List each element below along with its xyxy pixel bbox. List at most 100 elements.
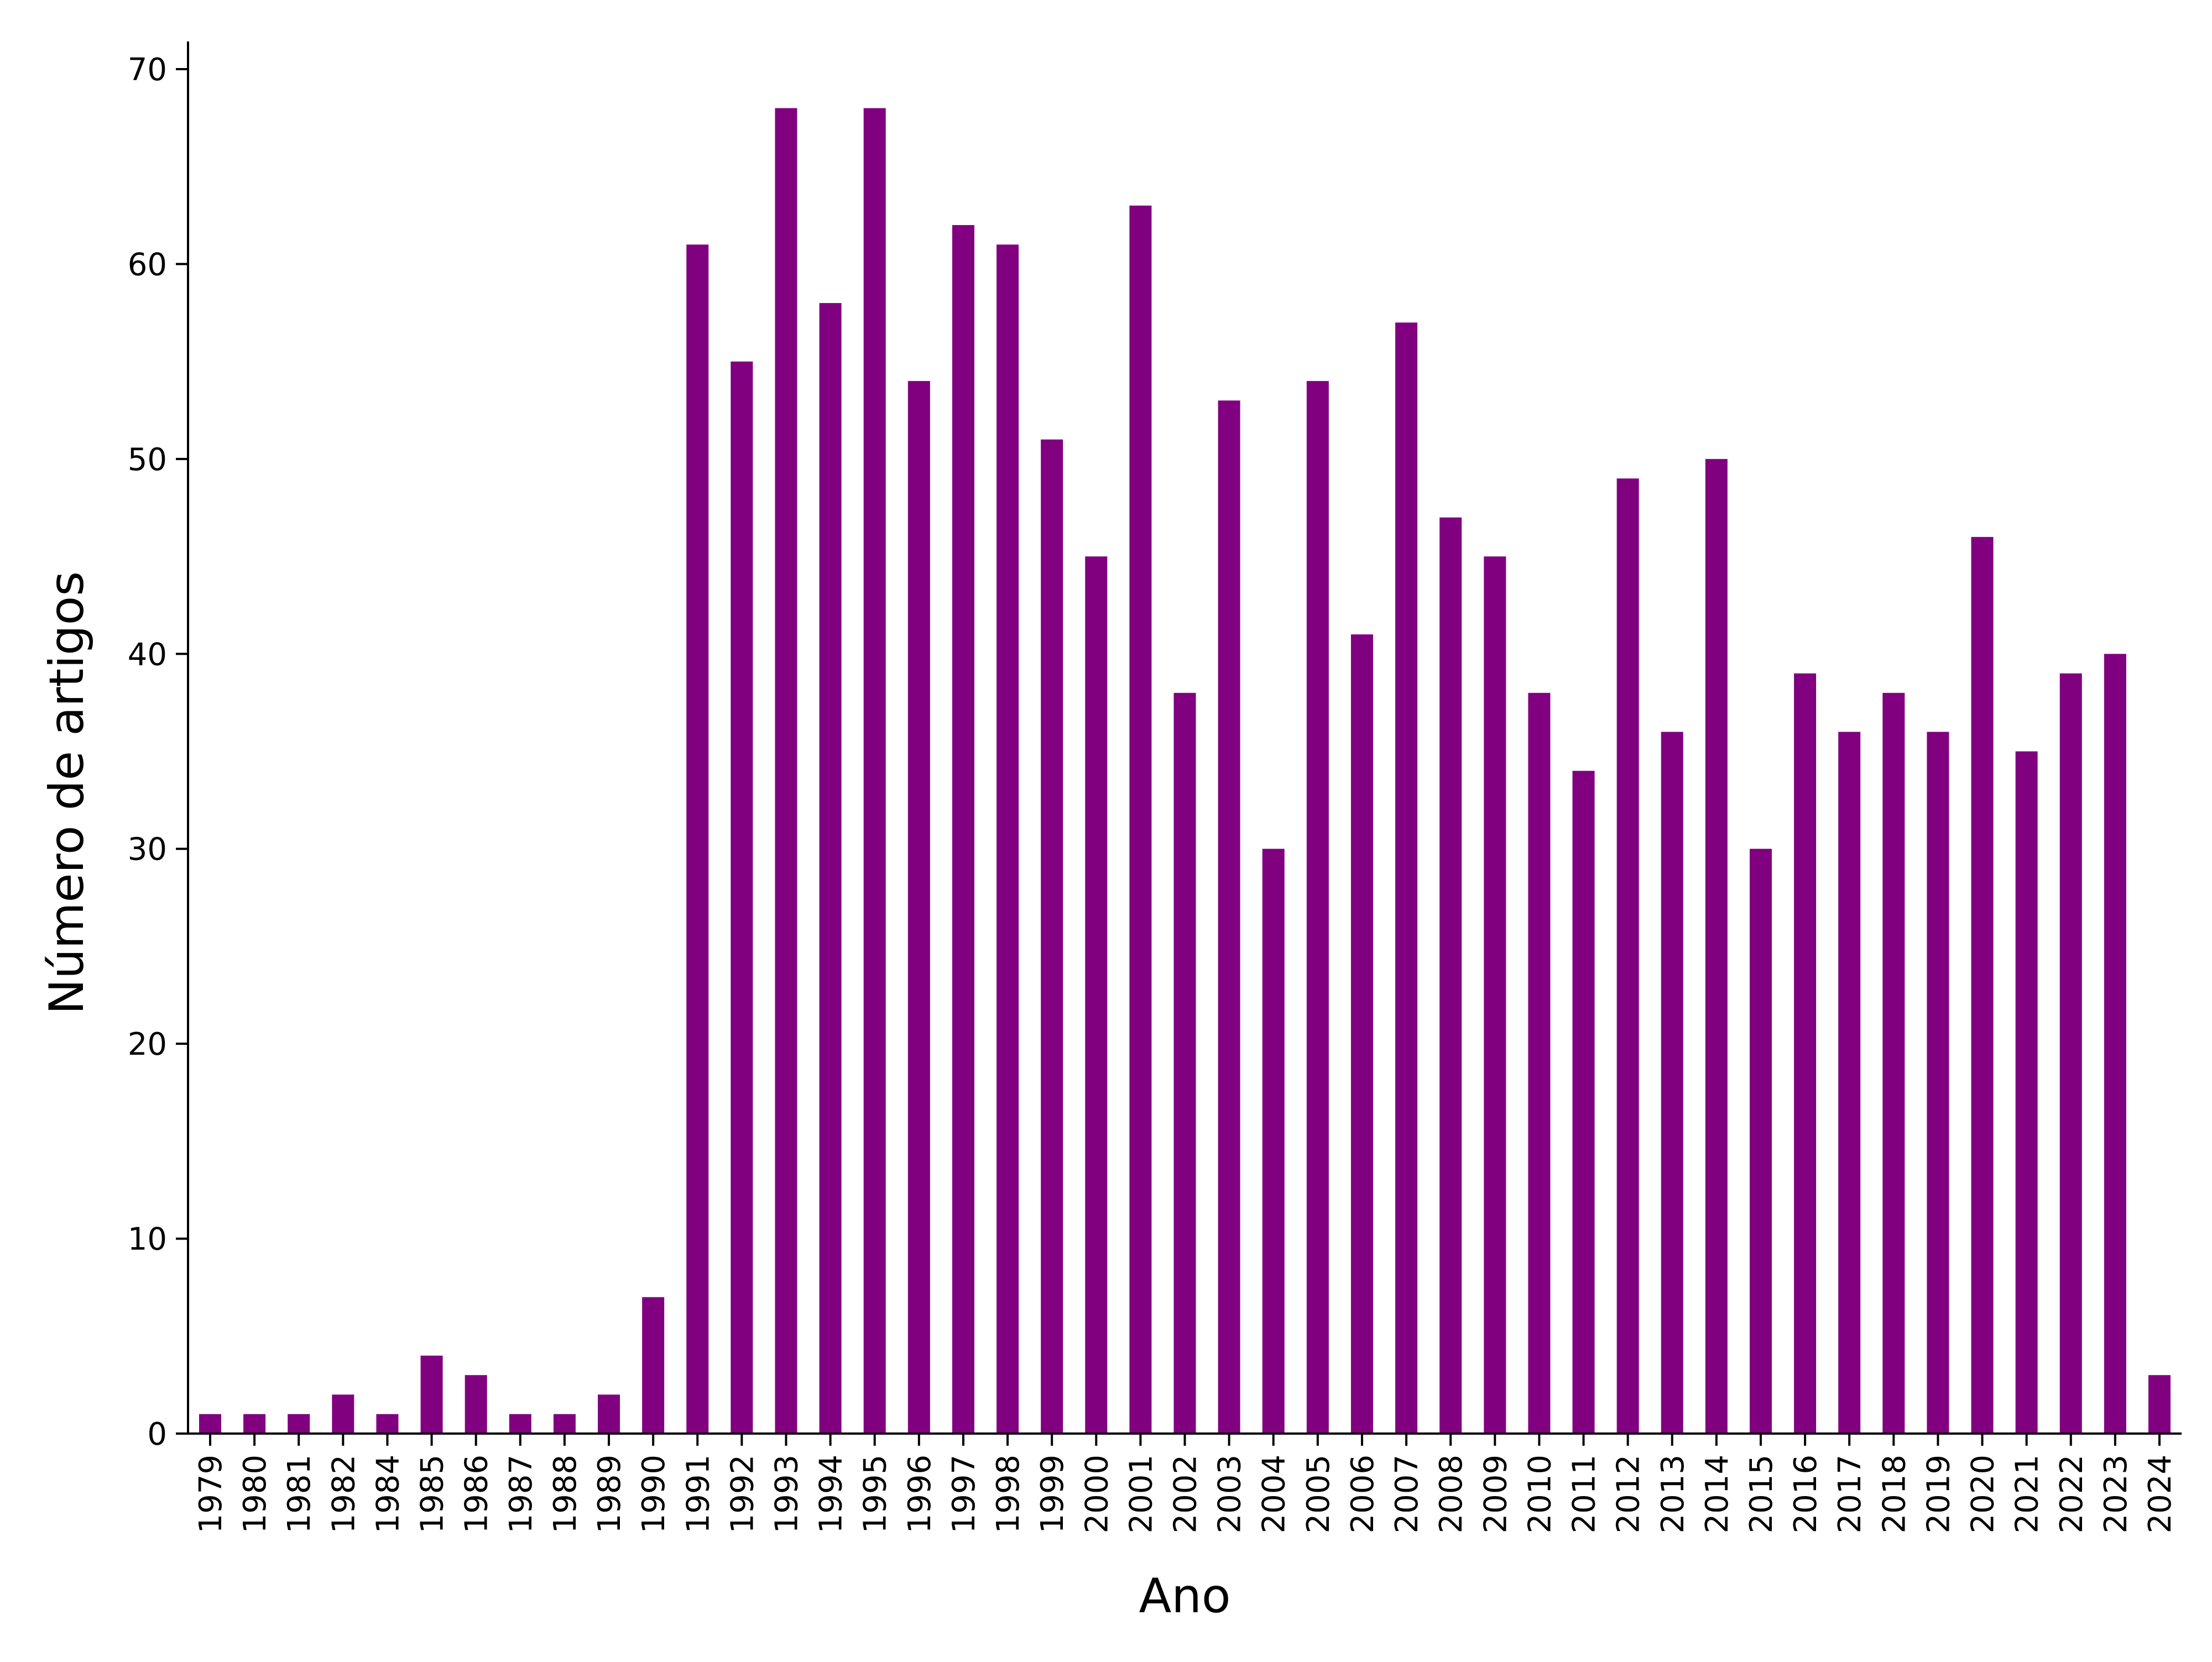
x-tick-label: 2014	[1699, 1455, 1735, 1534]
bar-2018	[1882, 692, 1905, 1434]
bar-1989	[598, 1394, 620, 1434]
x-tick-label: 2009	[1478, 1455, 1514, 1534]
bar-1996	[907, 381, 930, 1434]
bar-1994	[819, 303, 842, 1434]
x-tick-label: 1984	[370, 1455, 406, 1534]
bar-1980	[243, 1414, 266, 1434]
x-tick-label: 1979	[193, 1455, 229, 1534]
x-tick-label: 1981	[281, 1455, 317, 1534]
x-tick-label: 2015	[1744, 1455, 1780, 1534]
x-tick-label: 1980	[237, 1455, 273, 1534]
x-tick-label: 2023	[2098, 1455, 2134, 1534]
bar-2005	[1306, 381, 1329, 1434]
bar-2016	[1794, 673, 1817, 1434]
x-tick-label: 2011	[1567, 1455, 1603, 1534]
bar-1997	[952, 225, 974, 1434]
y-ticks: 0 10 20 30 40 50 60 70	[128, 52, 188, 1452]
bar-2002	[1173, 692, 1196, 1434]
bar-1993	[775, 108, 797, 1434]
y-tick-label: 10	[128, 1222, 167, 1258]
x-ticks: 1979 1980 1981 1982 1984 1985 1986 1987 1988 1989…	[193, 1434, 2178, 1534]
x-tick-label: 2007	[1389, 1455, 1425, 1534]
x-tick-label: 2024	[2142, 1455, 2178, 1534]
x-tick-label: 2017	[1832, 1455, 1868, 1534]
bar-2003	[1218, 400, 1240, 1434]
x-tick-label: 1987	[503, 1455, 539, 1534]
x-tick-label: 1996	[902, 1455, 938, 1534]
bar-2023	[2104, 654, 2126, 1434]
bar-2001	[1129, 205, 1152, 1434]
bar-1982	[332, 1394, 354, 1434]
x-tick-label: 1995	[858, 1455, 894, 1534]
bar-2020	[1971, 536, 1994, 1434]
bar-2014	[1705, 459, 1728, 1434]
x-axis-label: Ano	[1139, 1569, 1231, 1624]
bar-2009	[1484, 556, 1506, 1434]
x-tick-label: 2005	[1301, 1455, 1337, 1534]
x-tick-label: 1989	[592, 1455, 628, 1534]
bars-layer	[199, 108, 2171, 1434]
x-tick-label: 2021	[2010, 1455, 2046, 1534]
bar-1998	[997, 244, 1019, 1434]
bar-1979	[199, 1414, 221, 1434]
bar-2000	[1085, 556, 1108, 1434]
y-tick-label: 50	[128, 442, 167, 478]
bar-2010	[1528, 692, 1551, 1434]
x-tick-label: 2019	[1921, 1455, 1957, 1534]
x-tick-label: 2003	[1212, 1455, 1248, 1534]
bar-2017	[1838, 732, 1861, 1434]
y-tick-label: 30	[128, 832, 167, 868]
bar-1981	[288, 1414, 310, 1434]
x-tick-label: 2006	[1345, 1455, 1381, 1534]
bar-1995	[863, 108, 886, 1434]
bar-2015	[1749, 848, 1772, 1434]
bar-2019	[1927, 732, 1949, 1434]
x-tick-label: 1986	[459, 1455, 495, 1534]
x-tick-label: 2022	[2054, 1455, 2090, 1534]
bar-2021	[2015, 751, 2038, 1434]
bar-1984	[376, 1414, 399, 1434]
bar-2022	[2059, 673, 2082, 1434]
bar-1999	[1041, 439, 1063, 1434]
y-tick-label: 20	[128, 1027, 167, 1062]
x-tick-label: 2008	[1433, 1455, 1469, 1534]
x-tick-label: 2000	[1079, 1455, 1115, 1534]
bar-1992	[731, 361, 753, 1434]
bar-1986	[465, 1375, 487, 1434]
x-tick-label: 1993	[769, 1455, 805, 1534]
bar-1987	[509, 1414, 531, 1434]
bar-1990	[642, 1297, 665, 1434]
bar-2012	[1616, 478, 1639, 1434]
bar-2006	[1350, 634, 1373, 1434]
bar-1985	[420, 1356, 443, 1434]
bar-2011	[1572, 770, 1595, 1434]
y-axis-label: Número de artigos	[39, 571, 95, 1014]
x-tick-label: 1998	[990, 1455, 1026, 1534]
bar-2008	[1439, 517, 1462, 1434]
x-tick-label: 2012	[1611, 1455, 1647, 1534]
x-tick-label: 1999	[1035, 1455, 1071, 1534]
x-tick-label: 1991	[680, 1455, 716, 1534]
x-tick-label: 1985	[415, 1455, 451, 1534]
x-tick-label: 1990	[636, 1455, 672, 1534]
x-tick-label: 2020	[1965, 1455, 2001, 1534]
x-tick-label: 1997	[946, 1455, 982, 1534]
bar-2004	[1262, 848, 1285, 1434]
bar-1988	[553, 1414, 576, 1434]
x-tick-label: 1988	[547, 1455, 583, 1534]
x-tick-label: 2013	[1655, 1455, 1691, 1534]
x-tick-label: 2002	[1168, 1455, 1204, 1534]
x-tick-label: 2004	[1256, 1455, 1292, 1534]
x-tick-label: 2018	[1876, 1455, 1912, 1534]
y-tick-label: 60	[128, 247, 167, 283]
bar-2007	[1395, 322, 1418, 1434]
x-tick-label: 1982	[326, 1455, 362, 1534]
x-tick-label: 2010	[1522, 1455, 1558, 1534]
bar-2024	[2148, 1375, 2171, 1434]
x-tick-label: 2001	[1123, 1455, 1159, 1534]
x-tick-label: 1994	[813, 1455, 849, 1534]
y-tick-label: 0	[147, 1416, 167, 1452]
bar-2013	[1661, 732, 1683, 1434]
